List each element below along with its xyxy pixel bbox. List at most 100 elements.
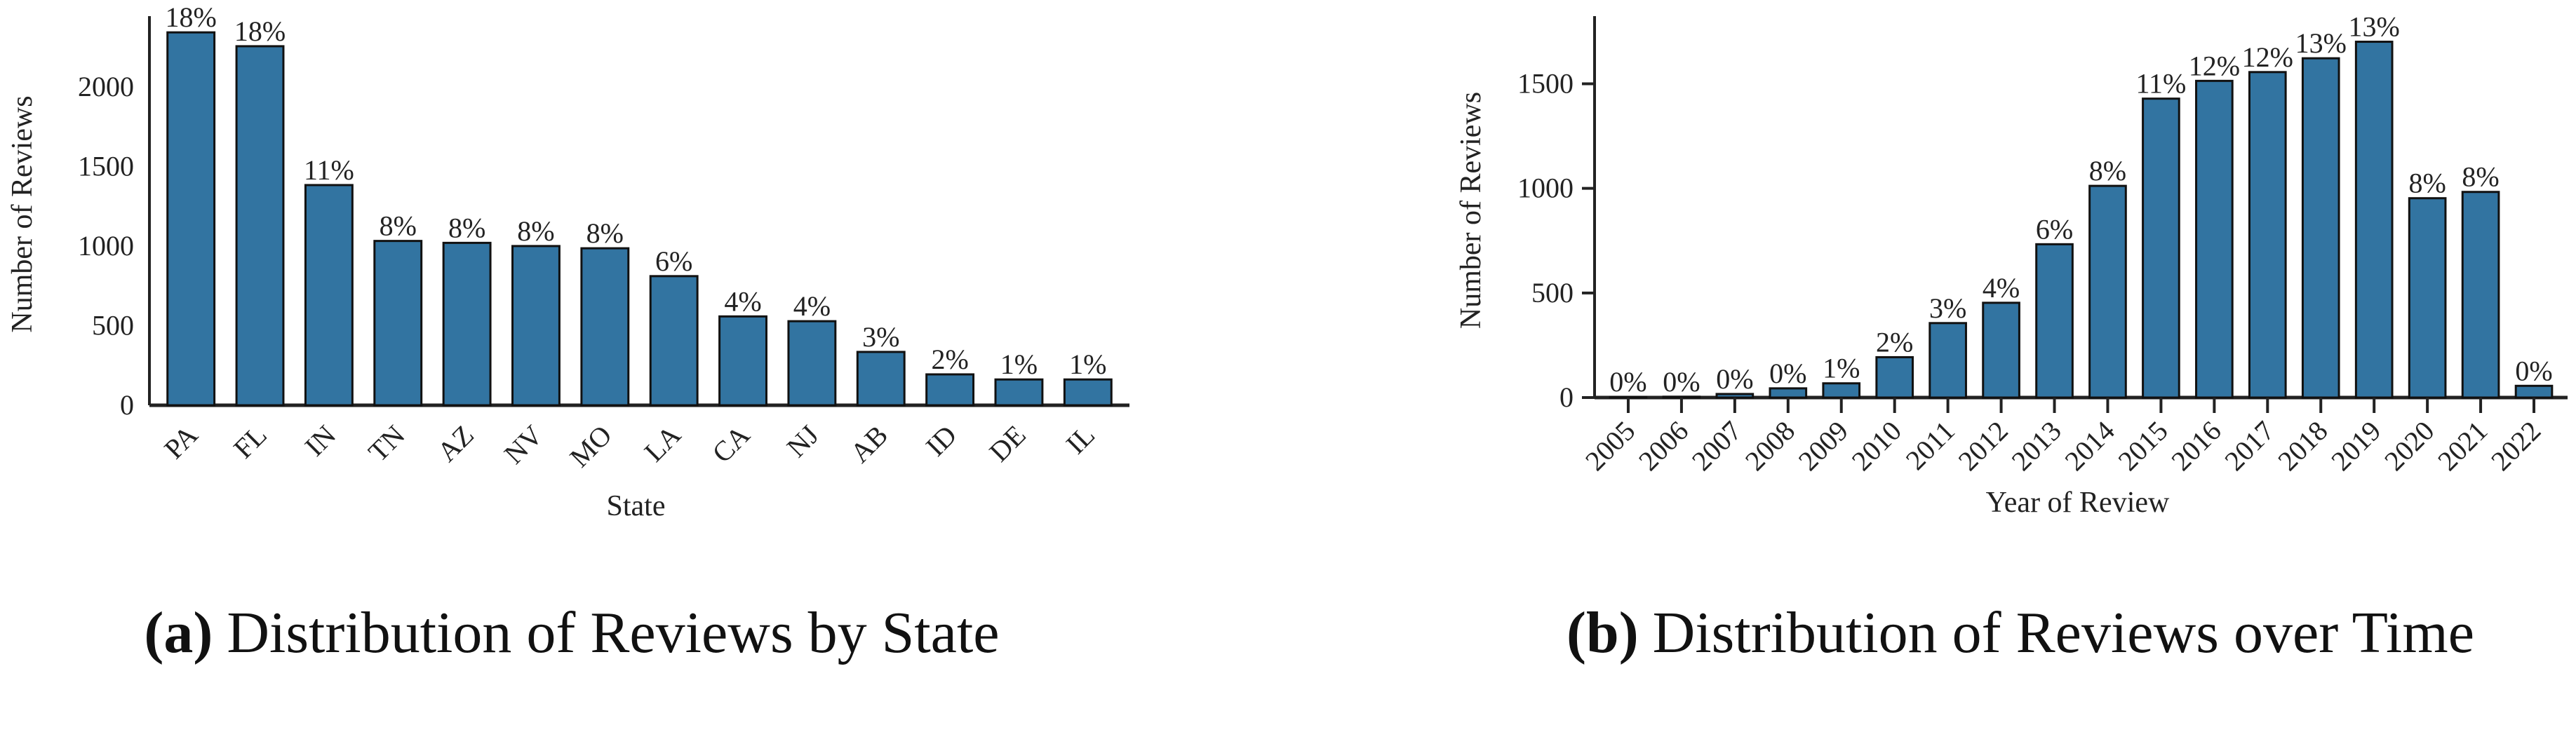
bar-NV (511, 245, 561, 407)
bar-2014 (2088, 184, 2127, 399)
bar-data-label: 1% (1000, 348, 1038, 380)
bar-data-label: 0% (1716, 363, 1753, 395)
bar-data-label: 0% (1769, 358, 1806, 389)
x-tick-label: PA (158, 419, 203, 464)
x-tick-label: 2022 (2485, 415, 2547, 477)
bar-data-label: 6% (655, 245, 692, 277)
bar-data-label: 2% (931, 344, 968, 375)
bar-2018 (2301, 57, 2340, 399)
bar-2013 (2035, 243, 2074, 399)
bar-2020 (2408, 197, 2447, 399)
y-tick-label: 1000 (78, 230, 134, 262)
bar-data-label: 13% (2349, 11, 2400, 43)
caption-a-text: Distribution of Reviews by State (227, 600, 999, 665)
x-tick-label: 2018 (2272, 415, 2333, 477)
x-tick-label: 2006 (1632, 415, 1694, 477)
bar-2017 (2248, 71, 2287, 399)
x-tick-label: AB (844, 419, 894, 469)
bar-data-label: 4% (793, 290, 831, 322)
bar-CA (718, 315, 767, 407)
x-tick-label: IL (1060, 419, 1101, 461)
x-tick-label: NV (498, 419, 549, 470)
x-tick-label: 2021 (2431, 415, 2493, 477)
bar-2008 (1769, 387, 1808, 399)
y-tick-label: 0 (1559, 381, 1574, 413)
bar-data-label: 8% (448, 212, 485, 243)
x-tick-label: 2015 (2112, 415, 2173, 477)
bar-data-label: 0% (2515, 355, 2552, 386)
y-axis-title: Number of Reviews (6, 95, 39, 332)
x-tick-label: 2013 (2006, 415, 2067, 477)
bar-AB (856, 351, 906, 407)
bar-AZ (442, 241, 492, 407)
caption-a: (a) Distribution of Reviews by State (144, 600, 999, 665)
y-tick-label: 500 (1531, 277, 1574, 309)
x-tick-label: DE (983, 419, 1032, 468)
x-tick-label: 2008 (1739, 415, 1801, 477)
bar-data-label: 11% (304, 154, 354, 186)
x-tick-label: 2017 (2218, 415, 2280, 477)
bar-PA (166, 31, 216, 407)
bar-data-label: 8% (586, 217, 624, 249)
x-tick-label: LA (638, 419, 687, 468)
bar-IN (304, 184, 354, 407)
bar-data-label: 4% (1983, 272, 2020, 304)
x-tick-label: MO (563, 419, 617, 473)
bar-TN (373, 240, 423, 407)
panel-state-distribution: 0 500 1000 1500 2000 18% PA 18% FL 11% IN 8% TN 8% AZ 8… (6, 1, 1129, 522)
bar-FL (235, 45, 285, 407)
bar-MO (580, 247, 630, 407)
x-tick-label: 2005 (1579, 415, 1641, 477)
x-tick-label: CA (706, 419, 756, 468)
bar-data-label: 8% (2408, 168, 2446, 199)
bar-2010 (1875, 355, 1914, 399)
bar-data-label: 8% (517, 215, 554, 247)
x-tick-label: AZ (431, 419, 480, 468)
x-tick-label: 2012 (1952, 415, 2014, 477)
y-tick-label: 1000 (1517, 172, 1574, 204)
bar-data-label: 6% (2036, 213, 2073, 245)
panel-time-distribution: 0 500 1000 1500 0% 2005 0% 2006 0% 2007 0% 2008 1% 20… (1455, 11, 2568, 519)
bar-NJ (787, 320, 837, 407)
y-axis-title: Number of Reviews (1455, 92, 1487, 329)
caption-b-text: Distribution of Reviews over Time (1653, 600, 2474, 665)
bar-data-label: 0% (1663, 366, 1700, 398)
x-tick-label: 2020 (2378, 415, 2440, 477)
x-tick-label: FL (227, 419, 273, 465)
x-tick-label: 2016 (2165, 415, 2227, 477)
caption-a-tag: (a) (144, 600, 213, 665)
y-tick-label: 2000 (78, 71, 134, 102)
y-tick-label: 500 (92, 309, 134, 341)
bar-data-label: 11% (2135, 68, 2186, 100)
x-tick-label: 2014 (2058, 415, 2120, 477)
bar-2012 (1982, 301, 2020, 399)
bar-data-label: 8% (2089, 155, 2126, 187)
x-tick-label: 2009 (1792, 415, 1854, 477)
x-tick-label: NJ (781, 419, 825, 463)
y-tick-label: 1500 (78, 150, 134, 182)
bar-2015 (2142, 97, 2180, 399)
bar-data-label: 13% (2295, 27, 2347, 59)
x-tick-label: 2019 (2325, 415, 2387, 477)
bar-data-label: 18% (234, 15, 286, 47)
bar-data-label: 12% (2189, 50, 2240, 81)
bar-data-label: 4% (724, 285, 761, 317)
bar-data-label: 1% (1823, 353, 1860, 384)
x-tick-label: ID (920, 419, 963, 463)
bar-data-label: 0% (1609, 366, 1646, 398)
bar-2009 (1822, 382, 1861, 399)
bar-data-label: 3% (862, 321, 899, 353)
x-tick-label: 2007 (1686, 415, 1747, 477)
bar-2016 (2195, 79, 2234, 399)
y-tick-label: 0 (120, 389, 134, 421)
bar-2019 (2354, 41, 2394, 399)
bar-IL (1063, 378, 1113, 407)
bar-data-label: 12% (2242, 41, 2293, 73)
bar-2022 (2514, 384, 2554, 399)
bar-DE (994, 378, 1044, 407)
caption-b: (b) Distribution of Reviews over Time (1567, 600, 2474, 665)
bar-data-label: 8% (2462, 161, 2499, 193)
x-tick-label: 2010 (1846, 415, 1907, 477)
bar-2021 (2461, 191, 2500, 399)
